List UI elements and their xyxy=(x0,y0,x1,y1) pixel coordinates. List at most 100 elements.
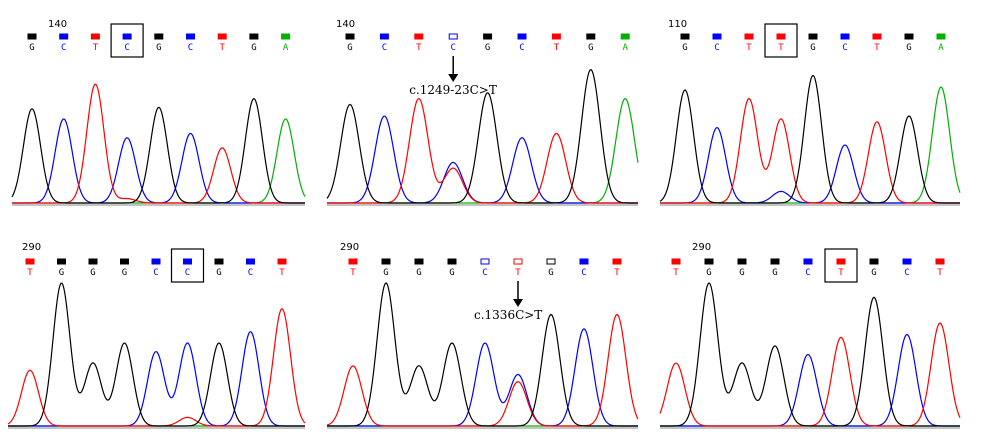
base-letter: T xyxy=(746,43,752,53)
mutation-arrowhead xyxy=(513,299,523,307)
chromatogram-panel: 110 G C T T G C T G A xyxy=(659,19,961,206)
trace-c xyxy=(327,115,638,204)
base-letter: G xyxy=(383,268,388,278)
chromatogram-panel: 290 T G G G C T G C T xyxy=(659,242,961,429)
base-letter: C xyxy=(904,268,909,278)
trace-c xyxy=(327,328,638,427)
base-letter: A xyxy=(938,43,944,53)
base-letter: C xyxy=(382,43,387,53)
base-marker xyxy=(680,33,690,40)
position-number: 290 xyxy=(692,242,711,253)
base-letter: G xyxy=(588,43,593,53)
base-letter: G xyxy=(416,268,421,278)
base-marker xyxy=(57,258,66,265)
base-letter: C xyxy=(581,268,586,278)
base-letter: C xyxy=(61,43,66,53)
trace-c xyxy=(660,126,960,204)
base-letter: G xyxy=(29,43,34,53)
base-letter: C xyxy=(124,43,129,53)
variant-box xyxy=(170,248,205,283)
base-marker xyxy=(620,33,630,40)
chromatogram-panel: 140 G C T C G C T G A xyxy=(11,19,306,206)
base-letter: C xyxy=(714,43,719,53)
trace-g xyxy=(660,282,960,427)
base-marker xyxy=(744,33,754,40)
base-letter: G xyxy=(90,268,95,278)
base-marker xyxy=(936,33,946,40)
base-letter: C xyxy=(153,268,158,278)
trace-a xyxy=(327,97,639,204)
trace-g xyxy=(327,282,638,427)
base-letter: G xyxy=(706,268,711,278)
base-letter: T xyxy=(350,268,356,278)
base-letter: G xyxy=(739,268,744,278)
base-letter: C xyxy=(519,43,524,53)
base-marker xyxy=(281,33,291,40)
base-letter: T xyxy=(937,268,943,278)
trace-g xyxy=(659,74,960,204)
base-marker xyxy=(840,33,850,40)
base-letter: T xyxy=(673,268,679,278)
base-letter: T xyxy=(219,43,225,53)
base-marker xyxy=(120,258,129,265)
base-letter: A xyxy=(283,43,289,53)
trace-t xyxy=(12,83,305,204)
base-letter: T xyxy=(614,268,620,278)
position-number: 290 xyxy=(340,242,359,253)
base-marker xyxy=(154,33,164,40)
base-marker xyxy=(808,33,818,40)
base-letter: G xyxy=(449,268,454,278)
base-marker xyxy=(214,258,224,265)
base-letter: G xyxy=(810,43,815,53)
base-letter: T xyxy=(27,268,33,278)
base-letter: G xyxy=(216,268,221,278)
base-letter: G xyxy=(485,43,490,53)
base-letter: T xyxy=(874,43,880,53)
base-marker xyxy=(249,33,259,40)
trace-t xyxy=(659,322,961,427)
trace-g xyxy=(326,68,638,204)
base-letter: G xyxy=(906,43,911,53)
trace-g xyxy=(11,97,305,204)
base-letter: C xyxy=(188,43,193,53)
base-marker xyxy=(904,33,914,40)
base-letter: G xyxy=(59,268,64,278)
base-marker xyxy=(217,33,227,40)
chromatogram-panel: 290 T G G G C C G C T xyxy=(7,242,306,429)
base-marker xyxy=(546,258,556,265)
base-letter: G xyxy=(548,268,553,278)
trace-t xyxy=(660,97,960,204)
base-letter: T xyxy=(838,268,844,278)
variant-box xyxy=(824,248,858,283)
position-number: 290 xyxy=(22,242,41,253)
base-marker xyxy=(447,258,457,265)
base-letter: T xyxy=(416,43,422,53)
base-marker xyxy=(379,33,389,40)
base-marker xyxy=(480,258,490,265)
trace-t xyxy=(7,307,306,427)
base-letter: G xyxy=(347,43,352,53)
base-letter: C xyxy=(248,268,253,278)
variant-box xyxy=(764,23,798,58)
base-letter: C xyxy=(842,43,847,53)
base-marker xyxy=(122,33,132,40)
base-marker xyxy=(902,258,912,265)
base-marker xyxy=(517,33,527,40)
base-marker xyxy=(277,258,287,265)
base-marker xyxy=(579,258,589,265)
base-letter: A xyxy=(622,43,628,53)
base-marker xyxy=(872,33,882,40)
base-marker xyxy=(246,258,255,265)
chromatogram-panel: 290 T G G G C T G C Tc.1336C>T xyxy=(326,242,639,429)
base-marker xyxy=(935,258,945,265)
base-marker xyxy=(803,258,813,265)
base-marker xyxy=(704,258,714,265)
base-marker xyxy=(836,258,846,265)
base-letter: C xyxy=(450,43,455,53)
position-number: 140 xyxy=(336,19,355,30)
base-marker xyxy=(776,33,786,40)
base-marker xyxy=(671,258,681,265)
base-letter: G xyxy=(871,268,876,278)
trace-c xyxy=(660,333,960,427)
base-letter: T xyxy=(554,43,560,53)
